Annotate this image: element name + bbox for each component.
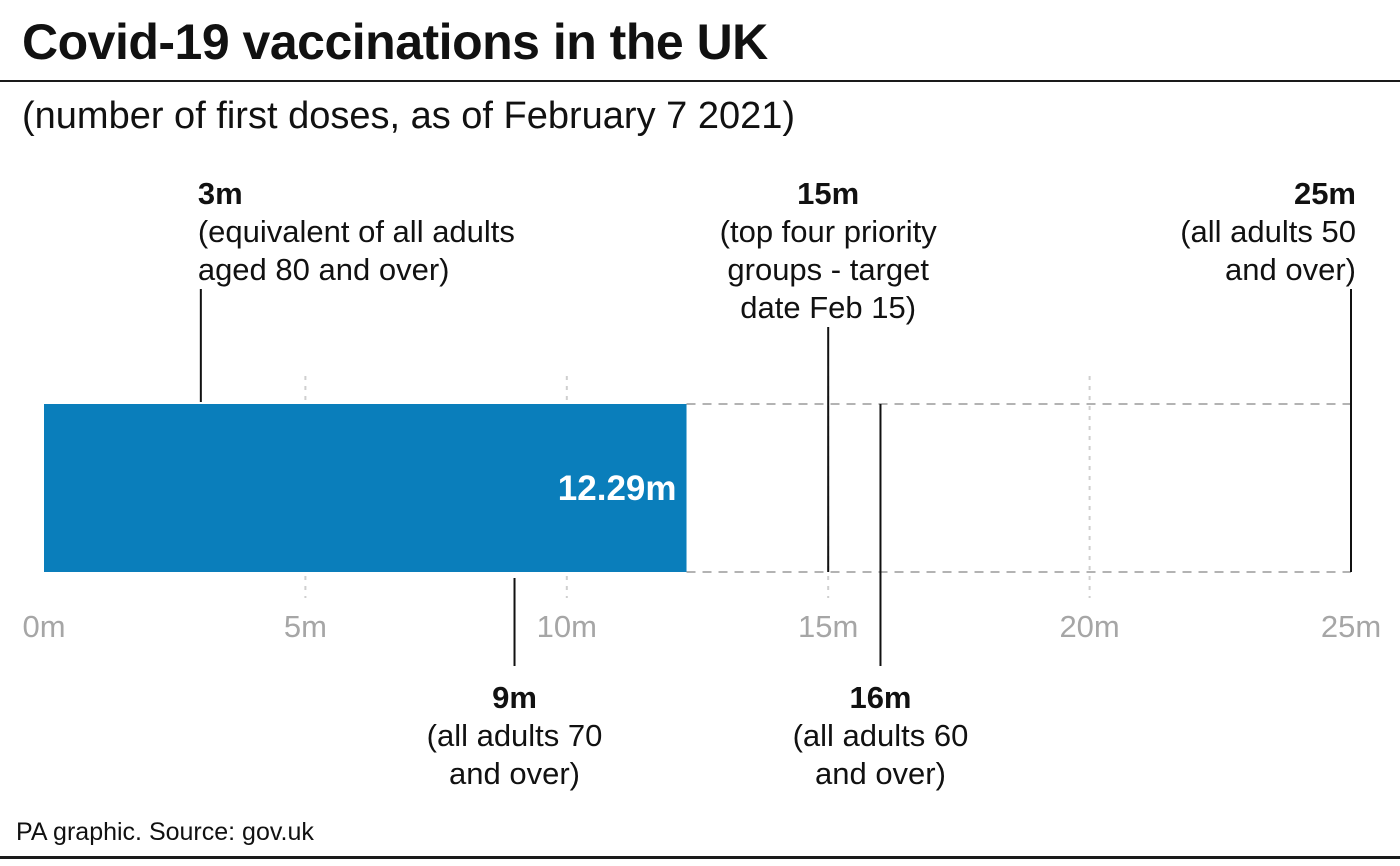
milestone-description: aged 80 and over)	[198, 252, 450, 287]
milestone-description: (all adults 70	[427, 718, 603, 753]
milestone-value-label: 25m	[1294, 176, 1356, 211]
title-divider	[0, 80, 1400, 82]
bar-first-doses	[44, 404, 687, 572]
x-tick-label: 10m	[537, 609, 597, 644]
x-tick-label: 15m	[798, 609, 858, 644]
milestone-description: and over)	[449, 756, 580, 791]
milestone-description: groups - target	[727, 252, 929, 287]
milestone-value-label: 16m	[849, 680, 911, 715]
milestone-value-label: 15m	[797, 176, 859, 211]
milestone-description: and over)	[1225, 252, 1356, 287]
milestone-description: (all adults 60	[793, 718, 969, 753]
x-tick-label: 5m	[284, 609, 327, 644]
bar-value-label: 12.29m	[558, 469, 677, 508]
x-tick-label: 25m	[1321, 609, 1381, 644]
chart-subtitle: (number of first doses, as of February 7…	[22, 95, 796, 137]
source-note: PA graphic. Source: gov.uk	[16, 818, 314, 846]
chart-title: Covid-19 vaccinations in the UK	[22, 14, 768, 70]
x-tick-label: 20m	[1059, 609, 1119, 644]
milestone-description: date Feb 15)	[740, 290, 916, 325]
milestone-description: and over)	[815, 756, 946, 791]
x-tick-label: 0m	[22, 609, 65, 644]
milestone-value-label: 9m	[492, 680, 537, 715]
milestone-description: (equivalent of all adults	[198, 214, 515, 249]
milestone-value-label: 3m	[198, 176, 243, 211]
milestone-description: (all adults 50	[1180, 214, 1356, 249]
milestone-description: (top four priority	[720, 214, 938, 249]
footer-divider	[0, 856, 1400, 859]
